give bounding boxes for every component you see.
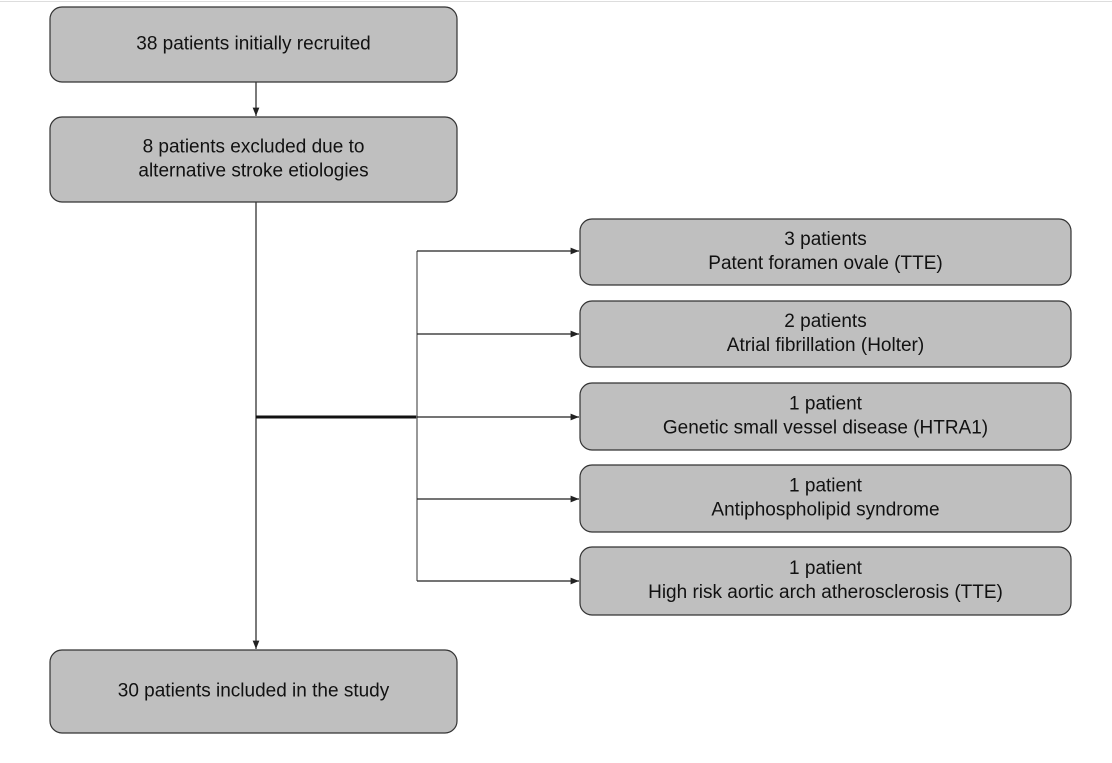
node-box xyxy=(579,382,1072,451)
node-label: 8 patients excluded due to xyxy=(143,137,365,158)
node-box xyxy=(579,464,1072,533)
node-box xyxy=(49,6,458,83)
node-label: 2 patients xyxy=(784,311,866,332)
node-box xyxy=(579,546,1072,616)
node-label: 1 patient xyxy=(789,394,863,415)
node-label: 3 patients xyxy=(784,229,866,250)
node-label: Atrial fibrillation (Holter) xyxy=(727,335,924,356)
node-label: High risk aortic arch atherosclerosis (T… xyxy=(648,582,1003,603)
node-label: 30 patients included in the study xyxy=(118,681,390,702)
node-box xyxy=(579,300,1072,368)
node-label: 38 patients initially recruited xyxy=(136,34,370,55)
node-label: Antiphospholipid syndrome xyxy=(711,500,939,521)
node-label: Patent foramen ovale (TTE) xyxy=(708,253,942,274)
node-label: Genetic small vessel disease (HTRA1) xyxy=(663,418,988,439)
node-box xyxy=(49,649,458,734)
node-label: alternative stroke etiologies xyxy=(138,161,368,182)
node-box xyxy=(49,116,458,203)
node-label: 1 patient xyxy=(789,476,863,497)
node-box xyxy=(579,218,1072,286)
node-label: 1 patient xyxy=(789,558,863,579)
